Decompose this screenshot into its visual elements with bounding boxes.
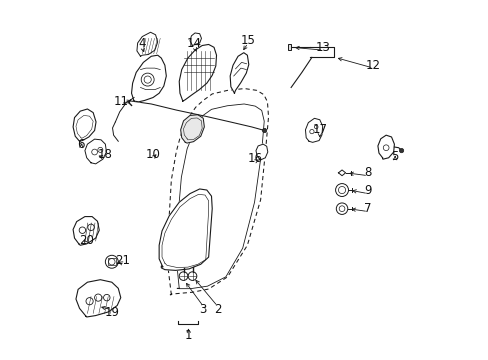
Polygon shape [255,144,267,160]
Text: 13: 13 [315,41,330,54]
Text: 19: 19 [104,306,119,319]
Polygon shape [167,89,268,295]
Polygon shape [190,33,201,45]
Text: 6: 6 [78,138,85,150]
Polygon shape [76,280,121,317]
Text: 2: 2 [213,303,221,316]
Text: 14: 14 [186,37,202,50]
Text: 3: 3 [199,303,206,316]
Polygon shape [338,170,345,176]
Polygon shape [179,44,216,101]
Polygon shape [180,115,204,143]
Text: 5: 5 [390,150,398,163]
Text: 9: 9 [364,184,371,197]
Text: 18: 18 [97,148,112,161]
Text: 11: 11 [113,95,128,108]
Text: 1: 1 [185,329,192,342]
Text: 15: 15 [240,33,255,47]
Circle shape [399,148,403,153]
Text: 20: 20 [79,234,94,247]
Polygon shape [73,109,96,141]
Text: 12: 12 [366,59,380,72]
Text: 4: 4 [138,37,146,50]
Text: 17: 17 [312,123,326,136]
Bar [287,44,290,50]
Polygon shape [377,135,394,159]
Circle shape [262,129,266,133]
Text: 10: 10 [145,148,160,161]
Text: 21: 21 [115,254,130,267]
Bar [107,258,116,265]
Polygon shape [137,32,158,56]
Text: 7: 7 [364,202,371,215]
Text: 16: 16 [247,152,262,165]
Polygon shape [73,217,99,245]
Polygon shape [85,139,106,164]
Polygon shape [230,53,248,93]
Text: 8: 8 [364,166,371,179]
Polygon shape [305,118,322,142]
Polygon shape [131,55,166,102]
Polygon shape [159,189,212,270]
